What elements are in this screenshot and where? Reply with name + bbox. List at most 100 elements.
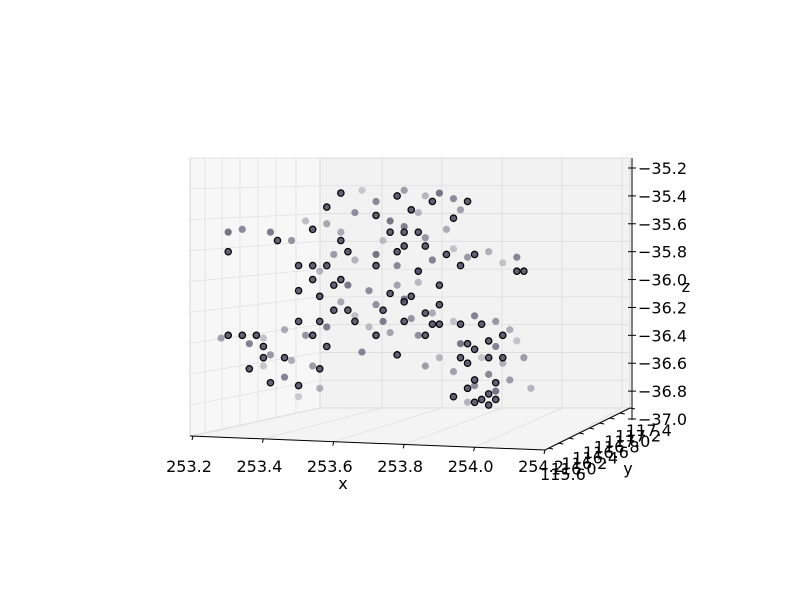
scatter-point bbox=[295, 393, 303, 401]
scatter-point bbox=[513, 267, 521, 275]
scatter-point bbox=[463, 339, 472, 348]
x-tick-label: 254.2 bbox=[518, 457, 564, 476]
y-tick-mark bbox=[619, 412, 625, 415]
y-tick-label: 117.0 bbox=[605, 432, 651, 451]
scatter-point bbox=[302, 217, 310, 225]
scatter-point bbox=[280, 353, 289, 362]
scatter-point bbox=[414, 267, 423, 275]
scatter-point bbox=[442, 225, 451, 233]
x-tick-mark bbox=[543, 449, 546, 455]
scatter-point bbox=[379, 306, 387, 315]
scatter-point bbox=[273, 236, 282, 245]
scatter-point bbox=[379, 236, 387, 245]
scatter-point bbox=[316, 267, 324, 275]
grid-line-left-horizontal bbox=[189, 240, 321, 252]
scatter-point bbox=[372, 250, 380, 259]
scatter-point bbox=[372, 261, 380, 270]
scatter-point bbox=[224, 247, 233, 256]
scatter-point bbox=[386, 228, 394, 236]
y-tick-mark bbox=[629, 407, 636, 410]
scatter-point bbox=[463, 359, 472, 368]
scatter-point bbox=[421, 234, 429, 242]
scatter-point bbox=[358, 186, 366, 194]
scatter-point bbox=[470, 345, 479, 354]
scatter-point bbox=[344, 247, 352, 256]
x-axis-label: x bbox=[338, 474, 347, 493]
scatter-point bbox=[520, 267, 528, 275]
grid-line-floor-x bbox=[333, 407, 443, 442]
scatter-point bbox=[372, 211, 380, 220]
scatter-point bbox=[463, 197, 472, 206]
scatter-point bbox=[217, 334, 225, 342]
scatter-point bbox=[471, 381, 479, 390]
scatter-point bbox=[393, 192, 401, 200]
scatter-point bbox=[428, 256, 436, 264]
scatter-point bbox=[513, 253, 521, 261]
y-tick-label: 117.4 bbox=[626, 421, 672, 440]
scatter-point bbox=[315, 317, 324, 326]
scatter-point bbox=[351, 312, 359, 320]
scatter-point bbox=[393, 281, 401, 289]
scatter-point bbox=[449, 392, 458, 401]
grid-line-left-horizontal bbox=[189, 213, 321, 221]
scatter-point bbox=[337, 298, 345, 306]
scatter-point bbox=[252, 331, 261, 340]
scatter-point bbox=[421, 192, 429, 200]
x-tick-label: 253.2 bbox=[166, 457, 212, 476]
scatter-point bbox=[456, 320, 465, 328]
grid-line-floor-x bbox=[474, 407, 563, 448]
scatter-point bbox=[456, 206, 465, 214]
scatter-point bbox=[449, 317, 458, 325]
scatter-point bbox=[421, 309, 430, 317]
scatter-point bbox=[477, 320, 486, 328]
scatter-point bbox=[379, 317, 387, 325]
scatter-point bbox=[337, 228, 345, 236]
scatter-point bbox=[259, 353, 268, 362]
scatter-point bbox=[492, 387, 500, 395]
scatter-point bbox=[259, 362, 267, 370]
scatter-point bbox=[484, 401, 493, 409]
y-tick-label: 116.6 bbox=[583, 443, 629, 462]
scatter-point bbox=[280, 373, 289, 381]
scatter-point bbox=[393, 247, 401, 256]
scatter-point bbox=[414, 209, 422, 217]
scatter-point bbox=[470, 376, 479, 384]
x-tick-mark bbox=[261, 438, 264, 443]
scatter-point bbox=[287, 236, 296, 245]
scatter-point bbox=[372, 197, 380, 206]
y-tick-mark bbox=[609, 417, 615, 420]
scatter-point bbox=[323, 220, 331, 228]
scatter-point bbox=[224, 228, 232, 236]
y-tick-label: 116.4 bbox=[572, 449, 618, 468]
scatter-point bbox=[449, 214, 458, 223]
scatter-point bbox=[491, 378, 500, 387]
scatter-point bbox=[322, 203, 331, 211]
scatter-point bbox=[520, 354, 528, 362]
scatter-point bbox=[498, 353, 507, 362]
scatter-point bbox=[266, 378, 275, 387]
scatter-point bbox=[344, 306, 352, 315]
scatter-point bbox=[259, 334, 267, 342]
scatter-point bbox=[294, 381, 303, 390]
z-tick-label: −35.6 bbox=[638, 215, 687, 234]
scatter-point bbox=[322, 342, 331, 351]
scatter-point bbox=[407, 292, 416, 301]
scatter-point bbox=[442, 250, 451, 259]
grid-line-floor-x bbox=[404, 407, 503, 445]
scatter-point bbox=[492, 317, 500, 325]
z-tick-label: −36.8 bbox=[638, 382, 687, 401]
scatter-point bbox=[485, 248, 493, 256]
x-tick-mark bbox=[402, 444, 405, 449]
scatter-point bbox=[449, 367, 458, 376]
scatter-point bbox=[456, 340, 465, 348]
scatter-point bbox=[478, 354, 486, 362]
scatter-point bbox=[309, 362, 317, 370]
axes bbox=[189, 158, 636, 455]
scatter-point bbox=[372, 301, 380, 309]
scatter-point bbox=[400, 242, 409, 250]
scatter-point bbox=[238, 225, 246, 233]
y-tick-mark bbox=[558, 442, 564, 445]
scatter-point bbox=[428, 320, 437, 328]
scatter-point bbox=[337, 275, 345, 284]
scatter-point bbox=[294, 286, 303, 295]
